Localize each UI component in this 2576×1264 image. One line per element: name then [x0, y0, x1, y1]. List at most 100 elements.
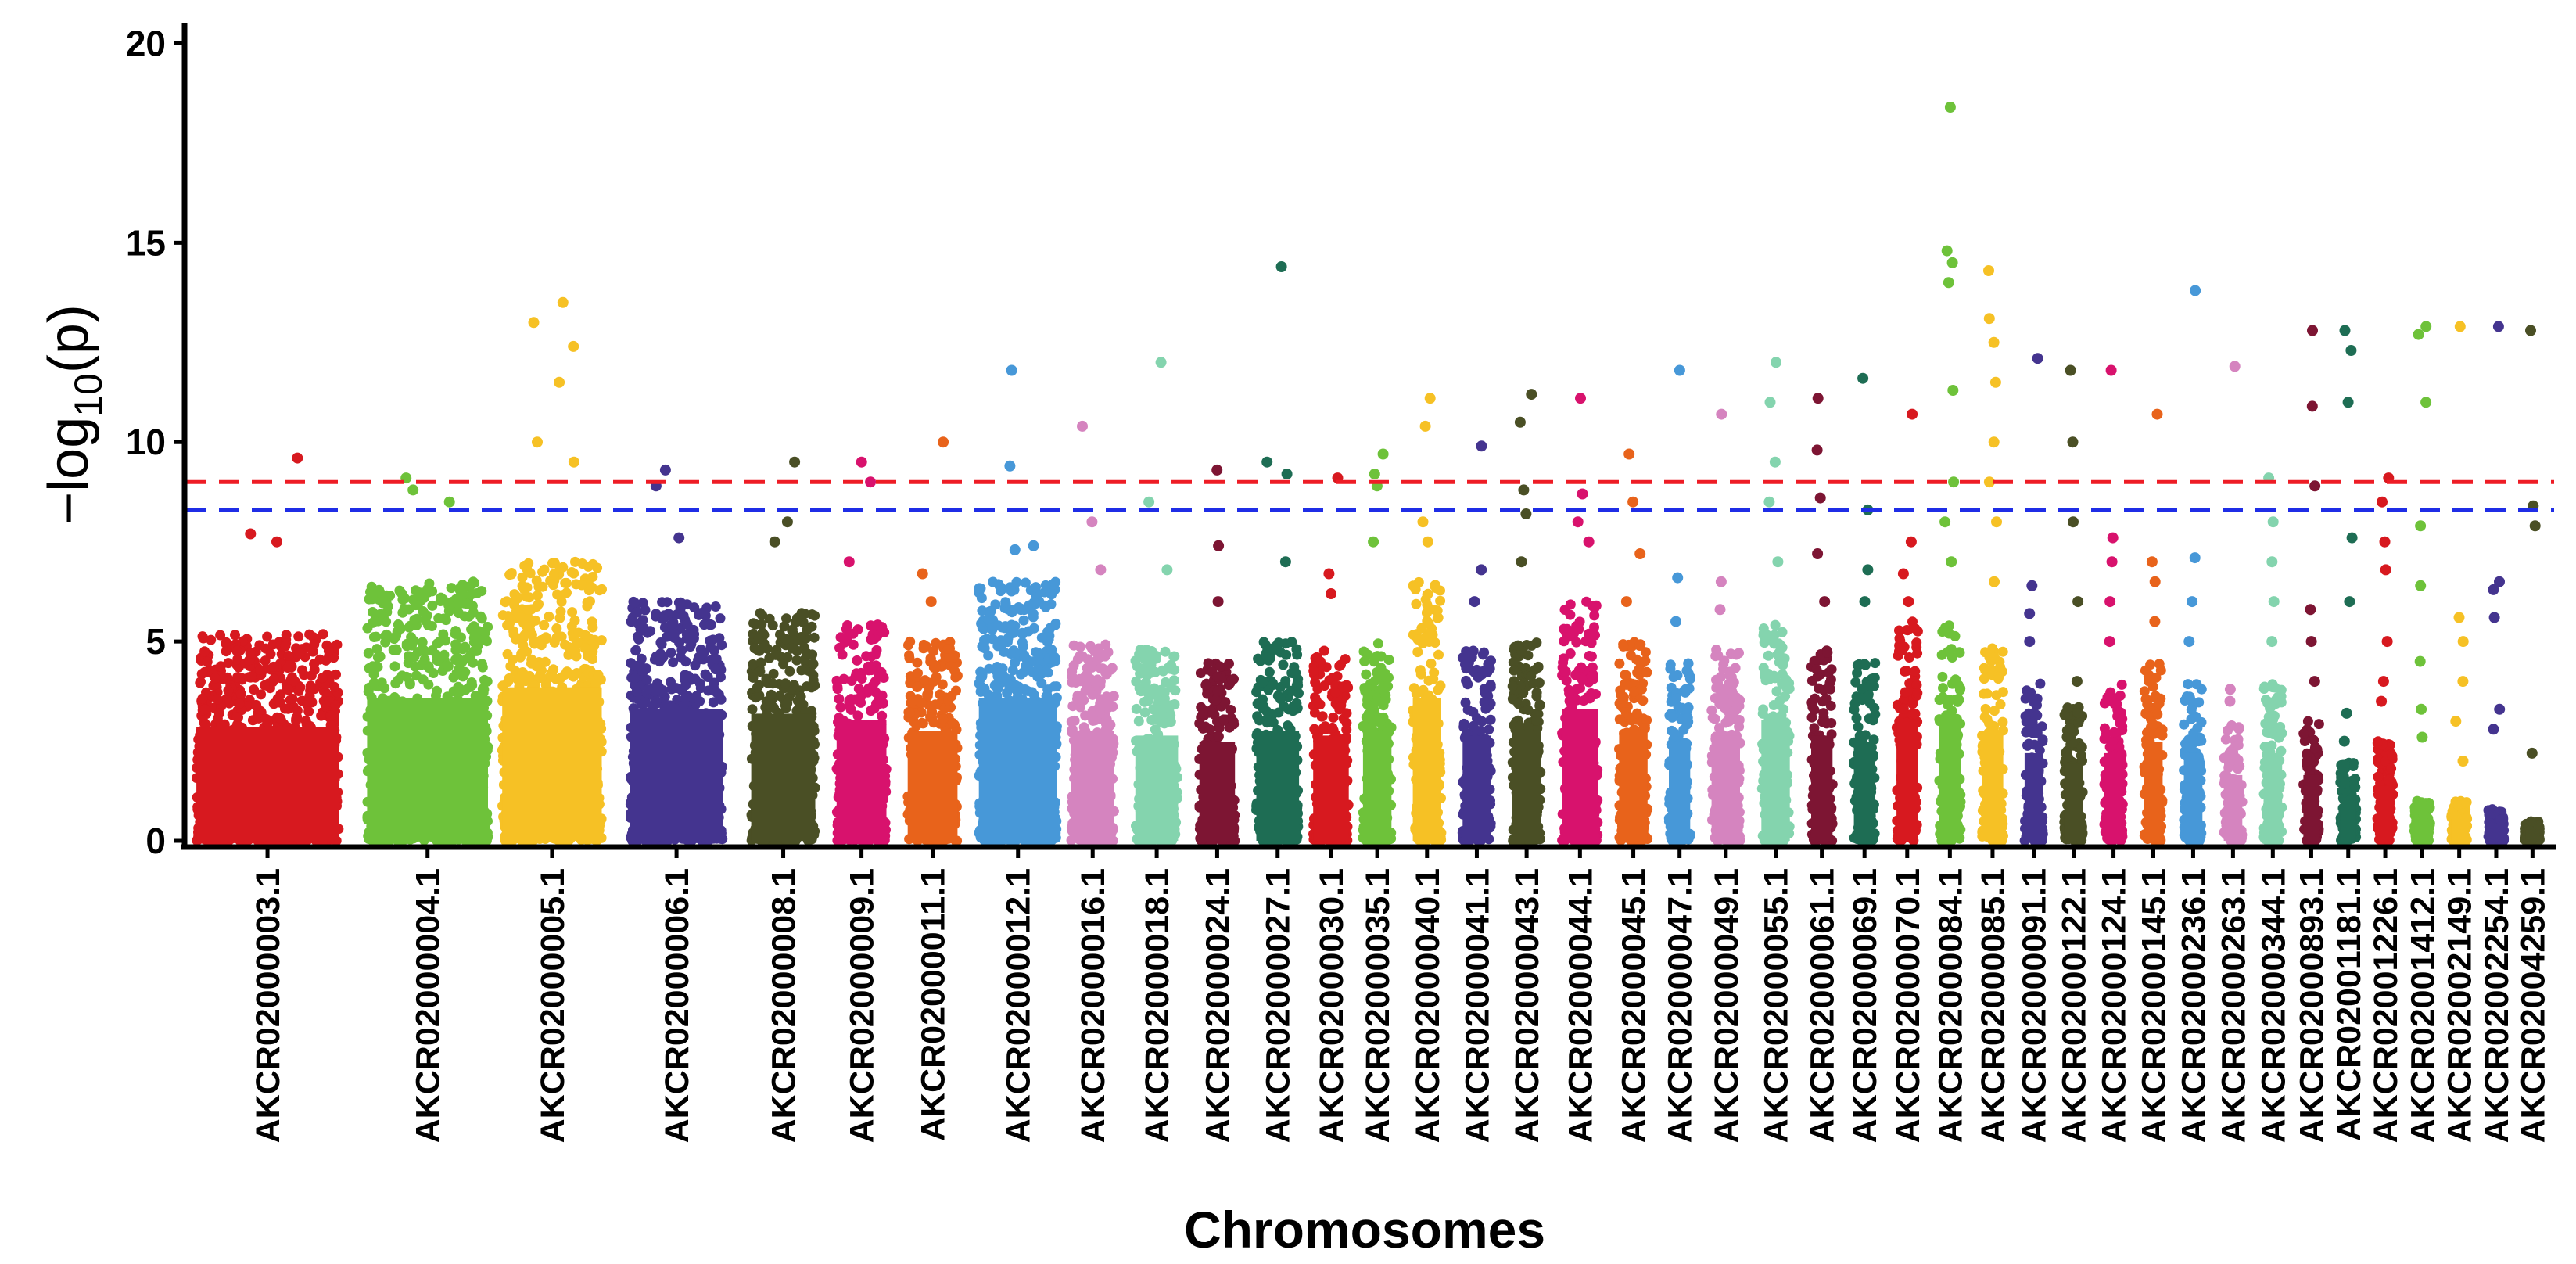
snp-point	[396, 588, 407, 599]
snp-point	[918, 643, 929, 654]
snp-point	[533, 598, 544, 609]
snp-point	[260, 713, 271, 724]
snp-point	[801, 648, 812, 659]
snp-point	[469, 630, 480, 641]
snp-point	[1165, 663, 1175, 674]
snp-point	[1100, 718, 1111, 729]
snp-point	[1017, 627, 1028, 638]
series-AKCR02000003.1	[192, 452, 344, 846]
snp-point	[476, 613, 487, 624]
snp-point	[232, 654, 243, 665]
snp-point	[411, 585, 422, 596]
snp-point	[1148, 704, 1159, 715]
snp-point	[526, 658, 536, 669]
snp-point	[841, 623, 852, 634]
snp-point	[582, 597, 593, 608]
snp-point	[844, 695, 855, 706]
snp-point	[787, 643, 798, 654]
snp-point	[669, 628, 680, 639]
snp-point	[1045, 623, 1056, 634]
snp-point	[1036, 632, 1047, 643]
peak-point	[292, 452, 303, 464]
snp-point	[748, 618, 759, 629]
snp-point	[382, 601, 393, 612]
peak-point	[443, 496, 455, 508]
snp-point	[389, 661, 400, 672]
peak-point	[865, 476, 877, 488]
peak-point	[1086, 516, 1098, 528]
peak-point	[245, 528, 257, 540]
snp-point	[780, 634, 791, 645]
snp-point	[371, 644, 382, 655]
snp-point	[540, 632, 551, 643]
snp-point	[680, 680, 691, 691]
snp-point	[688, 633, 699, 644]
snp-point	[640, 697, 651, 708]
snp-point	[418, 593, 429, 603]
snp-point	[1090, 677, 1101, 688]
snp-point	[996, 640, 1006, 651]
snp-point	[279, 703, 290, 714]
peak-point	[781, 516, 793, 528]
snp-point	[1015, 605, 1026, 616]
snp-point	[212, 694, 223, 705]
snp-point	[869, 703, 880, 714]
snp-point	[975, 680, 986, 691]
snp-point	[451, 668, 462, 678]
snp-point	[210, 673, 221, 684]
snp-density-block	[367, 698, 488, 841]
snp-point	[569, 615, 580, 626]
snp-point	[1046, 599, 1057, 609]
snp-point	[711, 654, 722, 664]
snp-point	[920, 675, 931, 686]
snp-point	[949, 666, 960, 677]
snp-point	[292, 706, 303, 716]
snp-point	[987, 634, 998, 645]
snp-point	[1007, 665, 1018, 676]
snp-point	[592, 562, 603, 573]
snp-point	[1144, 652, 1155, 663]
snp-point	[539, 619, 550, 630]
snp-point	[928, 676, 939, 687]
snp-point	[769, 702, 779, 713]
snp-point	[581, 630, 592, 641]
snp-point	[1087, 689, 1098, 700]
snp-point	[409, 614, 420, 625]
snp-point	[784, 666, 795, 677]
snp-point	[845, 704, 856, 715]
snp-point	[904, 707, 915, 718]
snp-point	[985, 607, 996, 618]
snp-point	[938, 713, 949, 724]
snp-point	[767, 620, 778, 631]
series-AKCR02000011.1	[902, 436, 963, 846]
snp-point	[260, 663, 271, 674]
snp-point	[913, 668, 923, 678]
snp-point	[1142, 670, 1153, 680]
snp-point	[325, 710, 336, 721]
snp-point	[1086, 662, 1097, 673]
snp-point	[1161, 677, 1171, 688]
snp-point	[1087, 711, 1098, 722]
snp-point	[330, 699, 341, 710]
snp-point	[536, 673, 547, 684]
snp-point	[502, 619, 513, 630]
snp-point	[329, 681, 340, 692]
snp-density-block	[907, 731, 958, 841]
snp-point	[680, 670, 691, 680]
snp-point	[510, 595, 521, 606]
snp-point	[369, 616, 380, 627]
snp-point	[532, 590, 543, 601]
snp-point	[795, 691, 806, 702]
snp-point	[930, 661, 941, 672]
points-layer	[192, 102, 2545, 846]
snp-point	[199, 704, 210, 715]
snp-point	[466, 589, 477, 600]
peak-point	[938, 436, 949, 448]
snp-point	[423, 679, 434, 690]
snp-point	[268, 661, 279, 672]
snp-point	[396, 623, 406, 634]
snp-point	[522, 646, 533, 657]
snp-point	[202, 656, 213, 667]
snp-point	[459, 611, 470, 622]
snp-point	[993, 620, 1004, 631]
